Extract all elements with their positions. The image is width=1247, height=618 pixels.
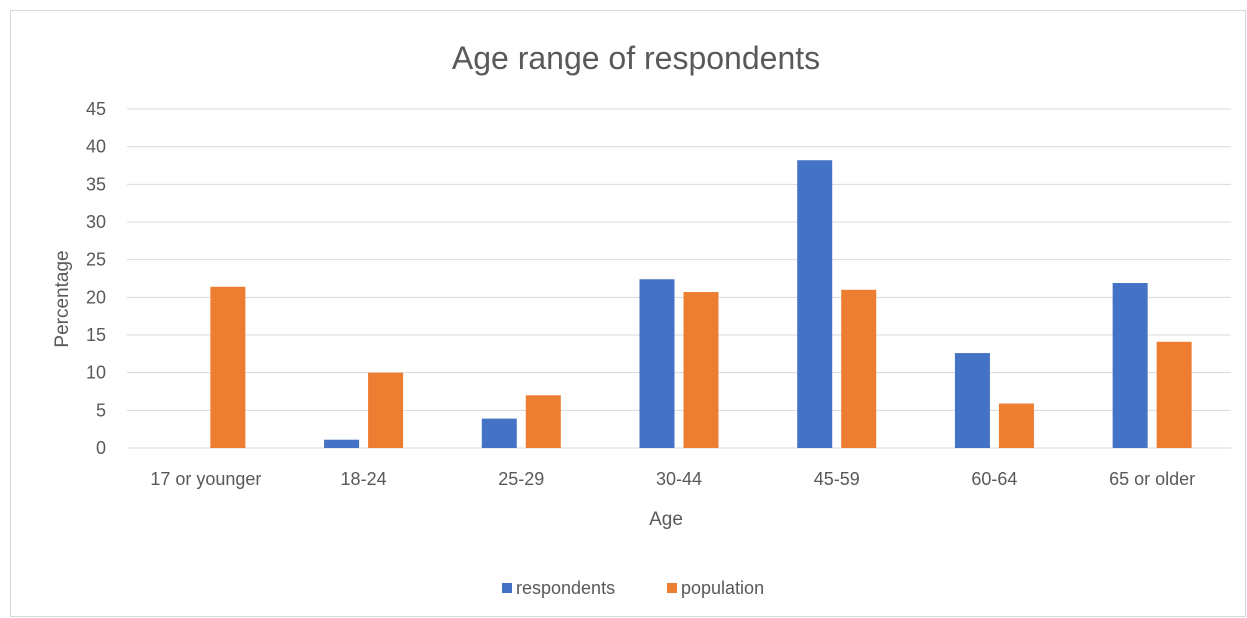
bar-population	[368, 372, 404, 448]
y-tick-label: 20	[86, 287, 106, 307]
x-tick-label: 17 or younger	[150, 469, 261, 489]
x-tick-label: 25-29	[498, 469, 544, 489]
x-axis-ticks: 17 or younger 18-24 25-29 30-44 45-59 60-64 65…	[150, 469, 1195, 489]
y-axis-ticks: 0 5 10 15 20 25 30 35 40 45	[86, 99, 106, 458]
y-tick-label: 25	[86, 250, 106, 270]
legend-label-population: population	[681, 578, 764, 598]
bars	[210, 160, 1192, 448]
bar-population	[841, 289, 877, 448]
legend-swatch-respondents	[502, 583, 512, 593]
bar-population	[998, 403, 1034, 448]
bar-respondents	[481, 418, 517, 448]
x-tick-label: 30-44	[656, 469, 702, 489]
bar-respondents	[797, 160, 833, 448]
y-tick-label: 15	[86, 325, 106, 345]
chart-title: Age range of respondents	[452, 40, 820, 76]
bar-respondents	[324, 439, 360, 448]
x-tick-label: 45-59	[814, 469, 860, 489]
x-tick-label: 65 or older	[1109, 469, 1195, 489]
x-tick-label: 60-64	[971, 469, 1017, 489]
x-axis-label: Age	[649, 509, 683, 530]
bar-respondents	[639, 279, 675, 448]
gridlines	[127, 108, 1231, 449]
legend-swatch-population	[667, 583, 677, 593]
bar-population	[683, 292, 719, 448]
y-tick-label: 40	[86, 137, 106, 157]
y-axis-label: Percentage	[52, 250, 73, 347]
y-tick-label: 35	[86, 174, 106, 194]
y-tick-label: 45	[86, 99, 106, 119]
bar-population	[1156, 341, 1192, 448]
bar-respondents	[1112, 283, 1148, 448]
y-tick-label: 10	[86, 363, 106, 383]
bar-respondents	[954, 353, 990, 448]
bar-population	[210, 286, 246, 448]
y-tick-label: 0	[96, 438, 106, 458]
legend-label-respondents: respondents	[516, 578, 615, 598]
y-tick-label: 5	[96, 400, 106, 420]
bar-population	[525, 395, 561, 448]
x-tick-label: 18-24	[341, 469, 387, 489]
legend: respondents population	[502, 578, 764, 598]
y-tick-label: 30	[86, 212, 106, 232]
